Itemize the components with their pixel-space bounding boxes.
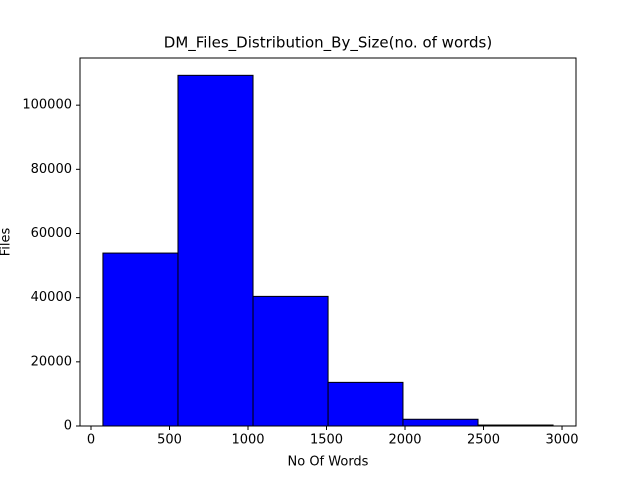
chart-title: DM_Files_Distribution_By_Size(no. of wor… xyxy=(164,34,492,53)
x-tick-label: 2500 xyxy=(467,433,500,448)
x-axis-label: No Of Words xyxy=(288,455,369,470)
x-tick-label: 3000 xyxy=(545,433,578,448)
x-tick-label: 0 xyxy=(87,433,95,448)
x-tick-label: 1000 xyxy=(231,433,264,448)
bar xyxy=(327,381,404,427)
y-tick-label: 60000 xyxy=(31,226,72,241)
y-tick-label: 20000 xyxy=(31,354,72,369)
plot-frame xyxy=(79,57,577,427)
bar xyxy=(102,252,179,427)
x-tick-label: 1500 xyxy=(310,433,343,448)
y-axis-label: Files xyxy=(0,228,14,257)
x-tick-label: 2000 xyxy=(388,433,421,448)
y-tick-label: 40000 xyxy=(31,290,72,305)
x-tick-label: 500 xyxy=(157,433,182,448)
y-tick-label: 100000 xyxy=(22,98,72,113)
bar xyxy=(177,74,254,427)
y-tick-label: 0 xyxy=(64,419,72,434)
bar xyxy=(252,295,329,427)
y-tick-label: 80000 xyxy=(31,162,72,177)
bar xyxy=(402,418,479,427)
